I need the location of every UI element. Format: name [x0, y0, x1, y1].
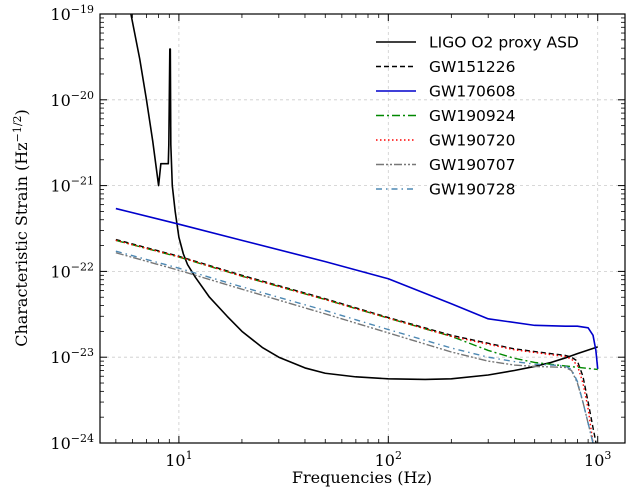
legend-label: GW190728 [429, 181, 516, 199]
legend-label: GW190924 [429, 107, 516, 125]
x-tick-label: 103 [584, 449, 611, 470]
y-tick-labels: 10−24 10−23 10−22 10−21 10−20 10−19 [50, 3, 94, 453]
y-tick-label: 10−22 [50, 260, 94, 281]
x-tick-labels: 101 102 103 [165, 449, 611, 470]
series-line [115, 239, 594, 443]
series-line [115, 238, 597, 443]
legend-label: GW170608 [429, 83, 516, 101]
grid [100, 13, 625, 444]
legend: LIGO O2 proxy ASD GW151226 GW170608 GW19092… [376, 34, 579, 199]
series-line [115, 252, 594, 443]
y-tick-label: 10−23 [50, 346, 94, 367]
x-axis-label: Frequencies (Hz) [292, 468, 432, 487]
legend-label: GW151226 [429, 58, 516, 76]
x-tick-label: 101 [165, 449, 192, 470]
y-tick-label: 10−20 [50, 89, 94, 110]
series-line [115, 207, 599, 370]
y-tick-label: 10−21 [50, 175, 94, 196]
x-tick-label: 102 [375, 449, 402, 470]
series-line [130, 14, 598, 381]
y-tick-label: 10−19 [50, 3, 94, 24]
y-axis-label: Characteristic Strain (Hz−1/2) [11, 109, 31, 347]
legend-label: GW190707 [429, 156, 516, 174]
series-line [115, 250, 594, 443]
series-group [115, 14, 599, 443]
ticks [100, 13, 625, 444]
y-tick-label: 10−24 [50, 432, 94, 453]
plot-frame [99, 13, 626, 444]
legend-label: LIGO O2 proxy ASD [429, 34, 579, 52]
legend-label: GW190720 [429, 132, 516, 150]
